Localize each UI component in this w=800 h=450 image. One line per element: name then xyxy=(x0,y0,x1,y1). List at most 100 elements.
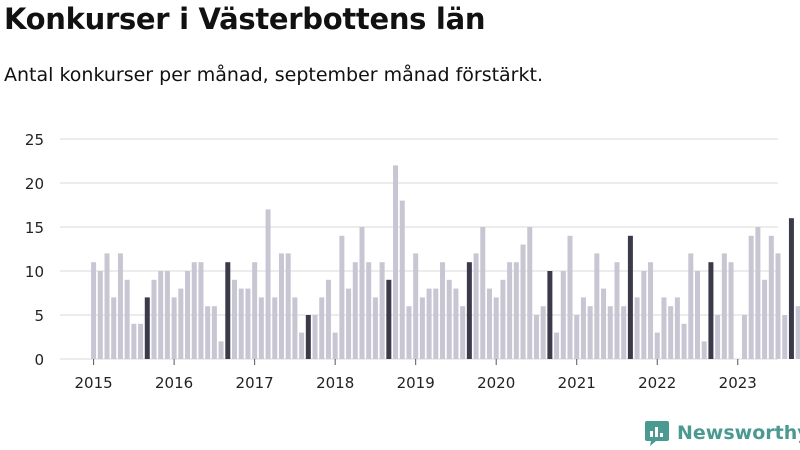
bar xyxy=(554,332,560,359)
bar xyxy=(292,297,298,359)
bar xyxy=(352,262,358,359)
bar xyxy=(668,306,674,359)
y-tick-label: 25 xyxy=(25,131,44,149)
newsworthy-logo-icon xyxy=(645,421,669,446)
bar xyxy=(91,262,97,359)
bar xyxy=(359,227,365,359)
bar xyxy=(681,323,687,359)
y-tick-label: 0 xyxy=(34,351,44,369)
bar xyxy=(191,262,197,359)
bar xyxy=(500,279,506,359)
bar xyxy=(621,306,627,359)
bar xyxy=(111,297,117,359)
bar xyxy=(151,279,157,359)
bar xyxy=(533,315,539,359)
bar xyxy=(104,253,110,359)
bar xyxy=(312,315,318,359)
bar xyxy=(567,235,573,359)
bar xyxy=(386,279,392,359)
bar xyxy=(601,288,607,359)
bar xyxy=(641,271,647,359)
bar xyxy=(205,306,211,359)
bar xyxy=(775,253,781,359)
bar xyxy=(413,253,419,359)
bar xyxy=(319,297,325,359)
bar xyxy=(393,165,399,359)
x-tick-label: 2017 xyxy=(236,374,274,392)
bar xyxy=(768,235,774,359)
bar xyxy=(507,262,513,359)
bar xyxy=(594,253,600,359)
bar xyxy=(547,271,553,359)
x-tick-label: 2016 xyxy=(155,374,193,392)
bar xyxy=(580,297,586,359)
bar xyxy=(332,332,338,359)
bar xyxy=(433,288,439,359)
bar xyxy=(721,253,727,359)
bar xyxy=(272,297,278,359)
bar xyxy=(426,288,432,359)
bar xyxy=(715,315,721,359)
x-tick-label: 2019 xyxy=(397,374,435,392)
newsworthy-logo: Newsworthy xyxy=(644,418,800,448)
bar xyxy=(245,288,251,359)
bar xyxy=(185,271,191,359)
bar xyxy=(379,262,385,359)
bar xyxy=(232,279,238,359)
x-tick-label: 2022 xyxy=(638,374,676,392)
x-tick-label: 2018 xyxy=(316,374,354,392)
bar xyxy=(587,306,593,359)
bar xyxy=(372,297,378,359)
bar xyxy=(399,200,405,359)
bar xyxy=(144,297,150,359)
bar xyxy=(446,279,452,359)
bar xyxy=(346,288,352,359)
bar xyxy=(278,253,284,359)
bar xyxy=(460,306,466,359)
bar xyxy=(164,271,170,359)
bar xyxy=(741,315,747,359)
bar xyxy=(265,209,271,359)
bar xyxy=(138,323,144,359)
x-tick-label: 2020 xyxy=(477,374,515,392)
bar xyxy=(366,262,372,359)
bar xyxy=(748,235,754,359)
bar xyxy=(788,218,794,359)
bar xyxy=(124,279,130,359)
bar xyxy=(674,297,680,359)
y-tick-label: 10 xyxy=(25,263,44,281)
bar xyxy=(198,262,204,359)
bar xyxy=(178,288,184,359)
y-tick-label: 20 xyxy=(25,175,44,193)
bar xyxy=(252,262,258,359)
bar xyxy=(285,253,291,359)
x-tick-label: 2015 xyxy=(75,374,113,392)
bar xyxy=(466,262,472,359)
y-tick-label: 15 xyxy=(25,219,44,237)
bar xyxy=(513,262,519,359)
bar xyxy=(305,315,311,359)
bar xyxy=(131,323,137,359)
bar xyxy=(614,262,620,359)
bar xyxy=(211,306,217,359)
bar xyxy=(708,262,714,359)
bar xyxy=(258,297,264,359)
bar xyxy=(795,306,800,359)
bar xyxy=(406,306,412,359)
bar xyxy=(574,315,580,359)
bar xyxy=(419,297,425,359)
bar xyxy=(453,288,459,359)
bar xyxy=(473,253,479,359)
bar xyxy=(607,306,613,359)
bar xyxy=(762,279,768,359)
bar xyxy=(520,244,526,359)
brand-name: Newsworthy xyxy=(677,422,800,444)
bar xyxy=(755,227,761,359)
bar xyxy=(117,253,123,359)
y-tick-label: 5 xyxy=(34,307,44,325)
x-tick-label: 2021 xyxy=(558,374,596,392)
bar xyxy=(701,341,707,359)
bar xyxy=(440,262,446,359)
bar xyxy=(728,262,734,359)
bar xyxy=(238,288,244,359)
